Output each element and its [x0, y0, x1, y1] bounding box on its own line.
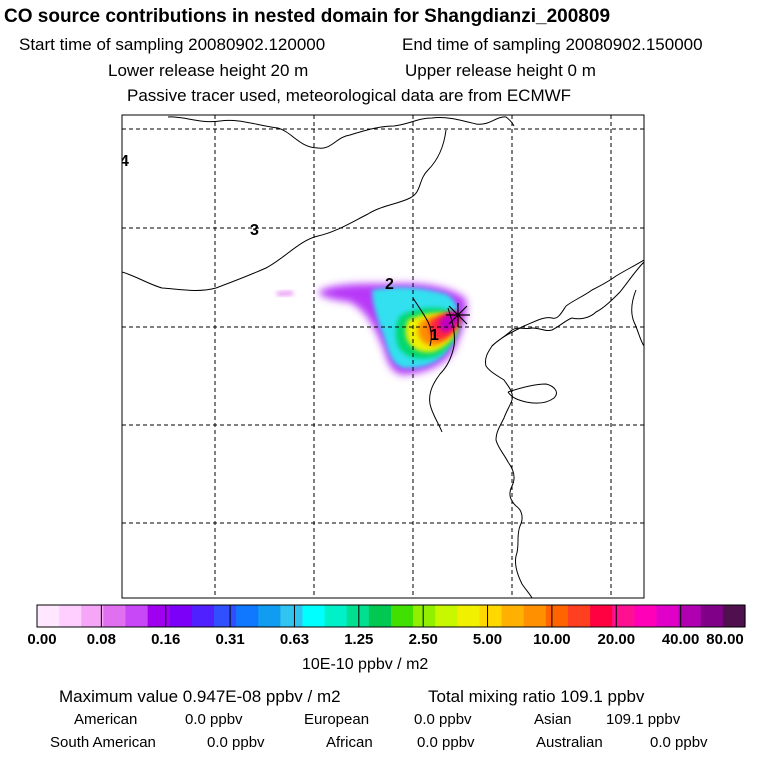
region-value-south-american: 0.0 ppbv [207, 734, 265, 751]
max-value: Maximum value 0.947E-08 ppbv / m2 [59, 687, 341, 706]
korea-coast [631, 289, 644, 347]
colorbar-cell [125, 605, 149, 627]
colorbar-tick-label: 20.00 [597, 631, 636, 648]
colorbar-cell [523, 605, 547, 627]
contour-label-3: 3 [250, 222, 259, 239]
colorbar-cell [258, 605, 281, 627]
colorbar-cell [81, 605, 104, 627]
concentration-plume [276, 283, 467, 375]
tracer-note: Passive tracer used, meteorological data… [127, 86, 572, 105]
contour-label-4: 4 [120, 153, 129, 170]
plot-title: CO source contributions in nested domain… [4, 6, 611, 27]
colorbar-cell [147, 605, 171, 627]
colorbar-cell [435, 605, 458, 627]
plume-layer-magenta [276, 291, 294, 296]
colorbar-cell [191, 605, 215, 627]
bohai-coast [491, 305, 567, 347]
colorbar-frame [36, 604, 746, 628]
northern-border [167, 116, 515, 149]
colorbar-tick-label: 0.00 [27, 631, 57, 648]
colorbar-cell [236, 605, 259, 627]
region-name-american: American [74, 711, 138, 728]
province-border-west [412, 297, 432, 347]
colorbar-cell [634, 605, 658, 627]
colorbar-tick-label: 40.00 [661, 631, 700, 648]
colorbar-cell [413, 605, 436, 627]
colorbar-cell [568, 605, 591, 627]
colorbar-tick-label: 0.16 [151, 631, 181, 648]
contour-label-1: 1 [430, 327, 439, 344]
colorbar-tick-label: 80.00 [706, 631, 744, 648]
region-value-european: 0.0 ppbv [414, 711, 472, 728]
colorbar-unit: 10E-10 ppbv / m2 [302, 656, 429, 673]
contour-label-2: 2 [385, 276, 394, 293]
upper-release-height: Upper release height 0 m [405, 61, 596, 80]
region-value-asian: 109.1 ppbv [606, 711, 681, 728]
colorbar-cell [700, 605, 724, 627]
colorbar-cell [545, 605, 569, 627]
region-name-african: African [326, 734, 373, 751]
colorbar-cell [391, 605, 414, 627]
colorbar-cell [501, 605, 525, 627]
colorbar-cell [457, 605, 481, 627]
lat-lon-grid [122, 115, 644, 598]
colorbar-cell [656, 605, 680, 627]
region-value-australian: 0.0 ppbv [650, 734, 708, 751]
colorbar-cell [346, 605, 370, 627]
colorbar-cell [324, 605, 348, 627]
colorbar-cell [479, 605, 503, 627]
colorbar-cell [368, 605, 392, 627]
colorbar-cell [37, 605, 60, 627]
boundary-lines [122, 116, 644, 598]
end-time: End time of sampling 20080902.150000 [402, 35, 703, 54]
colorbar-tick-label: 10.00 [533, 631, 571, 648]
colorbar-tick-label: 2.50 [408, 631, 438, 648]
colorbar-cell [590, 605, 613, 627]
colorbar-cell [280, 605, 304, 627]
colorbar-cell [169, 605, 193, 627]
region-name-asian: Asian [534, 711, 572, 728]
region-name-australian: Australian [536, 734, 603, 751]
colorbar-cell [722, 605, 746, 627]
inner-mongolia-border [122, 129, 447, 291]
region-name-european: European [304, 711, 370, 728]
colorbar-cell [678, 605, 702, 627]
colorbar-cell [59, 605, 82, 627]
colorbar-tick-label: 1.25 [344, 631, 374, 648]
colorbar-tick-label: 0.08 [86, 631, 116, 648]
colorbar-cell [612, 605, 635, 627]
colorbar-cell [103, 605, 127, 627]
colorbar-tick-label: 5.00 [472, 631, 503, 648]
total-mixing-ratio: Total mixing ratio 109.1 ppbv [428, 687, 645, 706]
receptor-marker [446, 303, 470, 327]
colorbar-cells [37, 605, 746, 627]
colorbar-tick-label: 0.63 [279, 631, 310, 648]
start-time: Start time of sampling 20080902.120000 [19, 35, 326, 54]
shandong-coast [507, 383, 557, 404]
colorbar-cell [302, 605, 326, 627]
region-name-south-american: South American [50, 734, 156, 751]
hebei-shanxi-border [429, 307, 455, 433]
lower-release-height: Lower release height 20 m [108, 61, 309, 80]
coastline-east [485, 261, 644, 598]
map-frame [121, 114, 645, 599]
colorbar-tick-label: 0.31 [215, 631, 245, 648]
region-value-african: 0.0 ppbv [417, 734, 475, 751]
colorbar-cell [214, 605, 237, 627]
liaodong-coast [565, 259, 644, 307]
region-value-american: 0.0 ppbv [185, 711, 243, 728]
